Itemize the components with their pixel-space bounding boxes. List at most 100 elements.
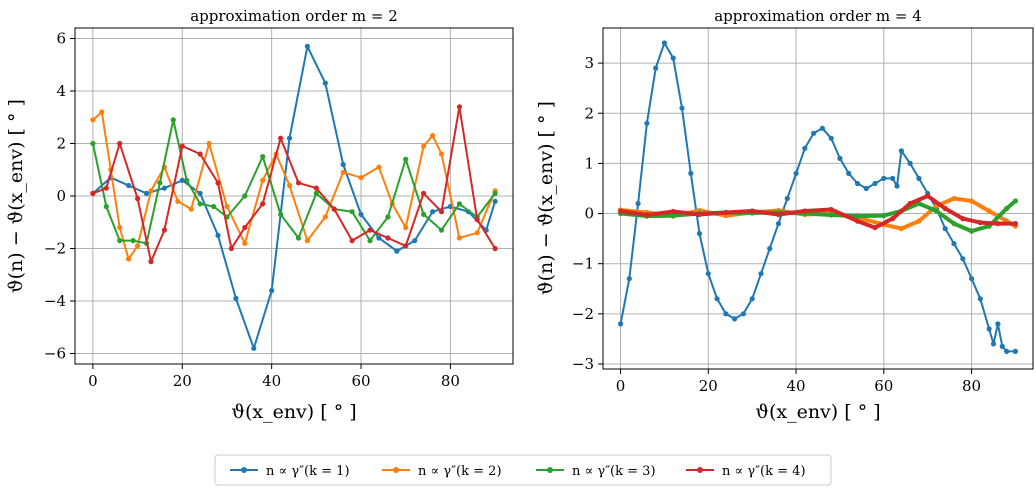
x-tick-label: 0 [616,377,626,395]
x-tick-label: 80 [962,377,981,395]
chart-left-y-label: ϑ(n) − ϑ(x_env) [ ° ] [5,99,27,293]
y-tick-label: 2 [56,135,66,153]
data-point-k2 [126,256,132,262]
data-point-k1 [990,341,997,347]
data-point-k4 [618,208,624,214]
data-point-k3 [170,117,176,123]
data-point-k4 [775,211,782,218]
data-point-k4 [854,218,861,224]
y-tick-label: −4 [44,292,66,310]
data-point-k2 [916,218,922,224]
data-point-k4 [90,190,96,196]
data-point-k1 [819,125,826,131]
data-point-k1 [837,155,843,161]
data-point-k4 [313,185,319,191]
data-point-k1 [304,43,310,50]
data-point-k4 [872,225,878,231]
data-point-k1 [412,238,418,244]
data-point-k1 [126,182,132,189]
data-point-k1 [986,326,992,332]
data-point-k1 [775,221,782,227]
data-point-k1 [1004,348,1010,354]
data-point-k4 [802,208,808,214]
data-point-k4 [421,190,427,196]
data-point-k3 [492,190,498,196]
data-point-k4 [942,205,948,212]
data-point-k2 [90,117,96,123]
x-tick-label: 60 [874,377,893,395]
data-point-k4 [148,259,154,265]
data-point-k2 [224,203,230,210]
data-point-k4 [995,221,1001,227]
data-point-k3 [295,235,302,241]
data-point-k1 [758,271,764,277]
data-point-k2 [951,195,957,202]
data-point-k1 [358,211,364,217]
data-point-k1 [749,296,755,302]
data-point-k2 [898,226,905,232]
data-point-k2 [376,164,382,170]
data-point-k3 [421,211,427,217]
data-point-k1 [269,287,275,294]
data-point-k1 [740,311,747,317]
data-point-k4 [331,206,337,212]
data-point-k4 [1012,221,1019,227]
chart-right-y-label: ϑ(n) − ϑ(x_env) [ ° ] [535,101,557,295]
data-point-k3 [349,209,355,215]
data-point-k1 [197,190,203,196]
data-point-k3 [1012,198,1019,204]
data-point-k4 [228,245,234,252]
data-point-k1 [233,295,239,301]
data-point-k1 [907,160,913,166]
data-point-k1 [872,180,878,187]
data-point-k1 [322,80,328,86]
data-point-k4 [349,238,355,244]
data-point-k1 [977,296,983,302]
data-point-k4 [403,243,409,249]
data-point-k2 [403,224,409,231]
data-point-k3 [403,156,409,162]
chart-right-y-ticks: −3 −2 −1 0 1 2 3 [572,54,603,373]
data-point-k2 [206,140,212,147]
y-tick-label: −1 [572,255,594,273]
data-point-k2 [474,230,480,236]
data-point-k4 [278,135,284,141]
y-tick-label: 0 [584,205,594,223]
data-point-k1 [881,175,887,181]
data-point-k4 [456,104,462,110]
data-point-k3 [854,213,861,219]
data-point-k1 [644,120,650,126]
data-point-k4 [260,201,266,207]
data-point-k2 [286,182,293,189]
data-point-k1 [969,276,975,282]
data-point-k4 [367,227,373,233]
legend-marker-k2 [393,467,399,473]
data-point-k1 [793,170,799,176]
data-point-k2 [304,238,310,244]
data-point-k2 [260,177,266,183]
data-point-k1 [430,209,436,215]
data-point-k2 [340,169,346,175]
chart-left-x-ticks: 0 20 40 60 80 [88,364,460,390]
y-tick-label: −2 [44,240,66,258]
data-point-k1 [679,105,685,111]
chart-right-frame [602,27,1034,370]
data-point-k2 [322,214,328,220]
data-point-k1 [492,198,498,204]
data-point-k3 [260,154,266,160]
legend-frame [214,454,832,486]
data-point-k4 [492,245,498,252]
data-point-k1 [951,241,957,247]
data-point-k3 [828,212,834,218]
data-point-k3 [951,221,957,227]
chart-left-plot-area [90,43,498,351]
data-point-k2 [430,133,436,139]
chart-right-x-ticks: 0 20 40 60 80 [616,369,981,395]
data-point-k3 [367,238,373,244]
data-point-k1 [215,232,221,238]
data-point-k3 [969,228,975,234]
chart-left-x-label: ϑ(x_env) [ ° ] [231,401,356,423]
data-point-k4 [295,180,302,186]
y-tick-label: 6 [56,30,66,48]
chart-left: approximation order m = 2 0 20 40 60 80 −6−4… [5,7,514,423]
